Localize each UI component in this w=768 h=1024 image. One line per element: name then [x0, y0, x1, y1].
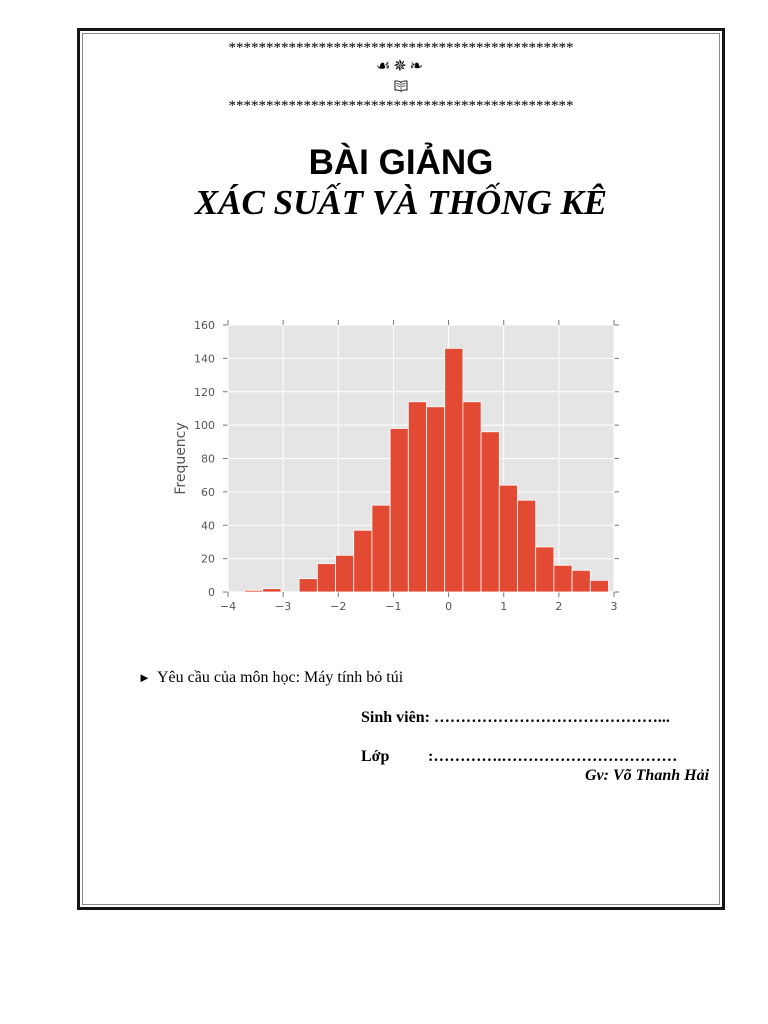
- histogram-bar: [535, 546, 555, 593]
- y-tick-label: 60: [201, 486, 215, 499]
- histogram-bar: [389, 428, 409, 593]
- y-tick-label: 20: [201, 553, 215, 566]
- asterisk-divider-bottom: ****************************************…: [228, 98, 574, 114]
- course-requirement: ► Yêu cầu của môn học: Máy tính bỏ túi: [138, 668, 403, 688]
- histogram-bar: [444, 347, 464, 593]
- class-dots: :………….……………………………: [428, 748, 678, 765]
- floral-ornament-icon: ☙✵❧: [375, 56, 427, 75]
- open-book-icon: [394, 80, 408, 92]
- histogram-bar: [262, 588, 282, 593]
- y-tick-label: 100: [194, 419, 215, 432]
- x-tick-label: 1: [500, 600, 507, 613]
- course-requirement-text: Yêu cầu của môn học: Máy tính bỏ túi: [157, 669, 404, 686]
- page-border-frame: [77, 28, 725, 910]
- y-tick-label: 40: [201, 519, 215, 532]
- histogram-bar: [316, 563, 336, 593]
- histogram-bar: [371, 504, 391, 593]
- histogram-bar: [335, 554, 355, 593]
- histogram-bar: [517, 499, 537, 593]
- teacher-name: Gv: Võ Thanh Hải: [585, 767, 710, 784]
- asterisk-divider-top: ****************************************…: [228, 40, 574, 56]
- histogram-bar: [589, 579, 609, 593]
- histogram-bar: [298, 578, 318, 593]
- x-tick-label: 0: [445, 600, 452, 613]
- y-tick-label: 0: [208, 586, 215, 599]
- page-subtitle: XÁC SUẤT VÀ THỐNG KÊ: [194, 183, 608, 222]
- histogram-bar: [498, 484, 518, 593]
- student-dots: ……………………………………...: [433, 709, 670, 726]
- x-tick-label: 3: [611, 600, 618, 613]
- histogram-bar: [553, 564, 573, 593]
- student-name-line: Sinh viên:……………………………………...: [361, 708, 670, 728]
- x-tick-label: −1: [385, 600, 401, 613]
- histogram-bar: [462, 401, 482, 593]
- y-tick-label: 160: [194, 319, 215, 332]
- histogram-bar: [353, 529, 373, 593]
- histogram-bar: [571, 569, 591, 593]
- page-title: BÀI GIẢNG: [308, 143, 494, 182]
- class-label: Lớp: [361, 748, 390, 765]
- y-tick-label: 80: [201, 453, 215, 466]
- x-tick-label: 2: [555, 600, 562, 613]
- histogram-bar: [426, 406, 446, 593]
- y-axis-label: Frequency: [173, 422, 189, 494]
- x-tick-label: −4: [220, 600, 236, 613]
- histogram-bar: [244, 589, 264, 593]
- x-tick-label: −3: [275, 600, 291, 613]
- histogram-bar: [407, 401, 427, 593]
- y-tick-label: 140: [194, 352, 215, 365]
- triangle-bullet-icon: ►: [138, 670, 151, 685]
- histogram-bar: [480, 431, 500, 593]
- y-tick-label: 120: [194, 386, 215, 399]
- histogram-chart: 0 20 40 60 80 100 120 140 160 −4 −3 −2 −1 0 1 2 3 Frequen…: [173, 319, 619, 613]
- x-tick-label: −2: [330, 600, 346, 613]
- student-label: Sinh viên:: [361, 709, 430, 726]
